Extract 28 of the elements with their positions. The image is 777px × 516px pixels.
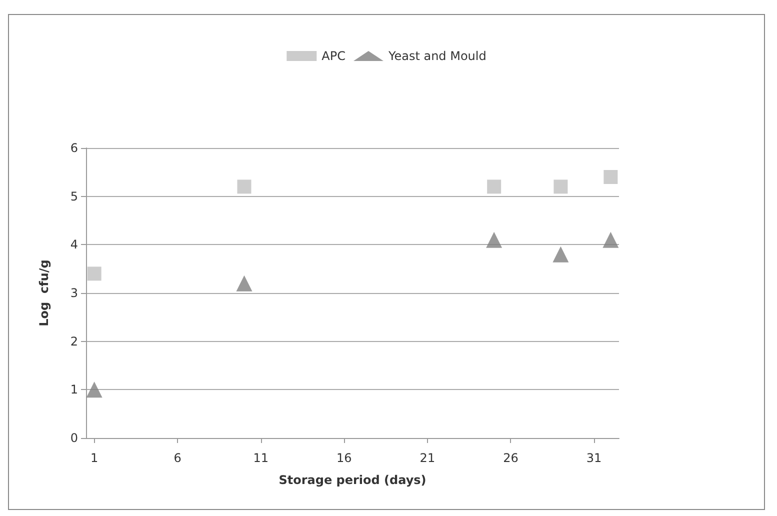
point (602, 232, 619, 248)
y-tick-label: 4 (70, 238, 78, 252)
point (554, 180, 568, 194)
x-tick-label: 16 (336, 451, 352, 465)
point (552, 246, 569, 262)
point (236, 275, 252, 292)
legend-label: Yeast and Mould (387, 49, 486, 63)
x-tick-label: 11 (253, 451, 269, 465)
x-axis-title: Storage period (days) (278, 473, 426, 487)
x-tick-label: 31 (586, 451, 602, 465)
legend-label: APC (322, 49, 346, 63)
y-tick-label: 6 (70, 141, 78, 155)
y-axis-title: Log cfu/g (37, 260, 51, 326)
y-tick-label: 2 (70, 334, 78, 348)
y-tick-label: 1 (70, 382, 78, 397)
y-tick-label: 0 (70, 431, 78, 445)
point (487, 180, 502, 194)
y-tick-label: 5 (70, 189, 78, 204)
point (604, 170, 618, 184)
point (237, 180, 252, 194)
point (87, 266, 102, 281)
point (486, 232, 502, 248)
y-tick-label: 3 (70, 286, 78, 300)
point (86, 382, 102, 398)
x-tick-label: 21 (420, 451, 436, 465)
x-tick-label: 6 (174, 451, 182, 465)
x-tick-label: 26 (503, 451, 518, 465)
x-tick-label: 1 (90, 451, 98, 465)
